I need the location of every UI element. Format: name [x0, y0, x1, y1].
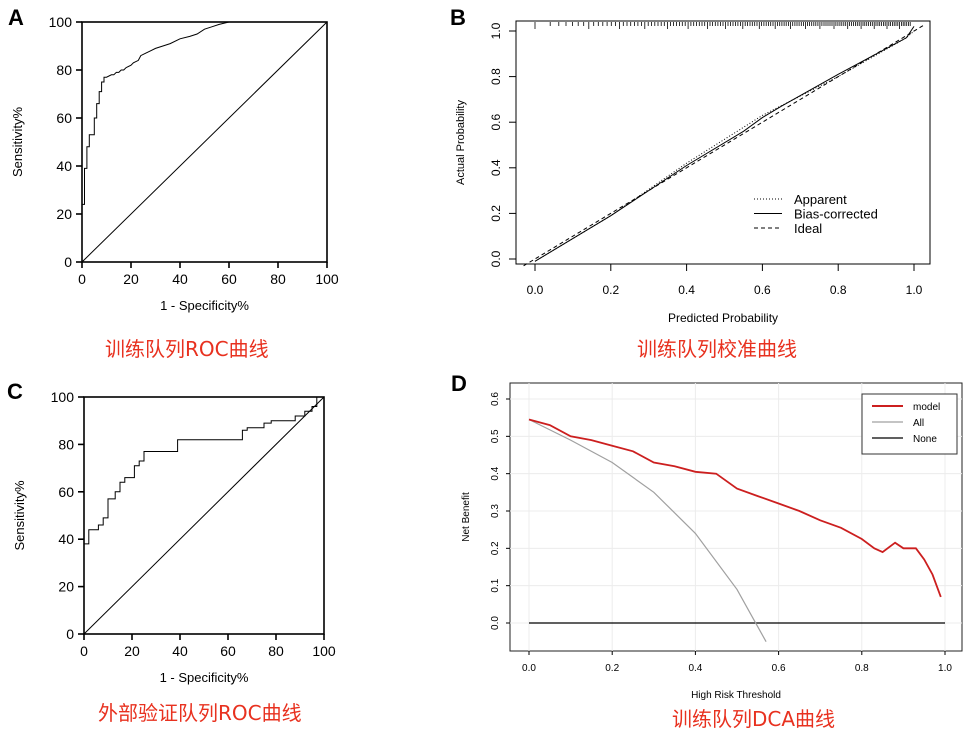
x-tick-label: 40: [172, 271, 188, 287]
plot-frame: [515, 20, 931, 265]
y-tick-label: 0.1: [490, 578, 501, 592]
y-tick-label: 1.0: [489, 22, 503, 39]
x-tick-label: 60: [221, 271, 237, 287]
caption-c: 外部验证队列ROC曲线: [98, 701, 302, 725]
x-tick-label: 20: [124, 643, 140, 659]
x-tick-label: 0: [78, 271, 86, 287]
x-tick-label: 0.2: [605, 663, 619, 674]
x-tick-label: 80: [270, 271, 286, 287]
x-tick-label: 0.6: [754, 283, 771, 297]
x-tick-label: 100: [312, 643, 336, 659]
panel-a-roc-training: 0 20 40 60 80 100 0 20 40 60 80 100 1 - Specificity%…: [8, 5, 339, 313]
y-tick-label: 60: [56, 110, 72, 126]
roc-curve: [83, 396, 324, 634]
y-tick-label: 0.2: [490, 541, 501, 555]
y-tick-label: 100: [49, 14, 73, 30]
x-tick-label: 80: [268, 643, 284, 659]
y-tick-label: 0: [64, 254, 72, 270]
x-tick-label: 60: [220, 643, 236, 659]
caption-d: 训练队列DCA曲线: [672, 707, 836, 731]
x-tick-label: 0.8: [855, 663, 869, 674]
panel-letter: D: [451, 371, 467, 396]
y-tick-label: 60: [58, 484, 74, 500]
x-tick-label: 0: [80, 643, 88, 659]
y-tick-label: 0.5: [490, 429, 501, 443]
y-tick-label: 0.2: [489, 205, 503, 222]
y-tick-label: 0.4: [490, 466, 501, 480]
plot-frame: [509, 382, 963, 652]
x-tick-label: 40: [172, 643, 188, 659]
y-tick-label: 0.6: [489, 114, 503, 131]
plot-frame: [81, 21, 328, 263]
y-tick-label: 0.6: [490, 392, 501, 406]
reference-diagonal-line: [81, 21, 328, 263]
y-tick-label: 80: [56, 62, 72, 78]
apparent-line: [534, 30, 915, 262]
x-tick-label: 1.0: [906, 283, 923, 297]
panel-c-roc-external: 0 20 40 60 80 100 0 20 40 60 80 100 1 - Specificity%…: [7, 379, 336, 685]
caption-b: 训练队列校准曲线: [637, 337, 797, 361]
y-tick-label: 80: [58, 436, 74, 452]
roc-curve: [81, 21, 230, 262]
reference-diagonal-line: [83, 396, 325, 635]
legend-label-0: Apparent: [794, 192, 847, 207]
bias-corrected-line: [534, 26, 915, 262]
y-axis-label: Sensitivity%: [12, 480, 27, 551]
x-tick-label: 100: [315, 271, 339, 287]
legend-label-0: model: [913, 402, 940, 413]
y-axis-label: Actual Probability: [455, 100, 467, 185]
x-tick-label: 0.4: [688, 663, 702, 674]
legend-label-2: None: [913, 434, 937, 445]
panel-d-dca: 0.0 0.2 0.4 0.6 0.8 1.0 0.0 0.1 0.2 0.3 0.4 0.5 0.6 H…: [451, 371, 963, 701]
y-axis-label: Sensitivity%: [10, 107, 25, 178]
x-axis-label: Predicted Probability: [668, 311, 778, 325]
plot-frame: [83, 396, 325, 635]
legend-label-1: All: [913, 418, 924, 429]
y-tick-label: 0.3: [490, 504, 501, 518]
x-axis-label: High Risk Threshold: [691, 690, 781, 701]
y-axis-label: Net Benefit: [461, 492, 472, 542]
panel-letter: B: [450, 5, 466, 30]
x-tick-label: 0.2: [602, 283, 619, 297]
x-tick-label: 0.6: [772, 663, 786, 674]
panel-letter: C: [7, 379, 23, 404]
y-tick-label: 0.4: [489, 159, 503, 176]
x-tick-label: 20: [123, 271, 139, 287]
y-tick-label: 20: [58, 579, 74, 595]
panel-b-calibration: 0.0 0.2 0.4 0.6 0.8 1.0 0.0 0.2 0.4 0.6 0.8 1.0 Pred…: [450, 5, 931, 325]
x-tick-label: 0.8: [830, 283, 847, 297]
y-tick-label: 40: [58, 531, 74, 547]
x-tick-label: 0.4: [678, 283, 695, 297]
y-tick-label: 20: [56, 206, 72, 222]
legend-box: [861, 393, 958, 455]
y-tick-label: 0.0: [490, 616, 501, 630]
x-axis-label: 1 - Specificity%: [160, 298, 249, 313]
x-tick-label: 0.0: [522, 663, 536, 674]
x-axis-label: 1 - Specificity%: [160, 670, 249, 685]
y-tick-label: 0: [66, 626, 74, 642]
caption-a: 训练队列ROC曲线: [105, 337, 269, 361]
x-tick-label: 1.0: [938, 663, 952, 674]
legend-label-1: Bias-corrected: [794, 207, 878, 222]
panel-letter: A: [8, 5, 24, 30]
x-tick-label: 0.0: [527, 283, 544, 297]
y-tick-label: 0.0: [489, 250, 503, 267]
all-line: [528, 418, 767, 642]
y-tick-label: 40: [56, 158, 72, 174]
y-tick-label: 100: [51, 389, 75, 405]
model-line: [528, 418, 942, 598]
ideal-line: [523, 23, 926, 267]
legend-label-2: Ideal: [794, 221, 822, 236]
y-tick-label: 0.8: [489, 68, 503, 85]
